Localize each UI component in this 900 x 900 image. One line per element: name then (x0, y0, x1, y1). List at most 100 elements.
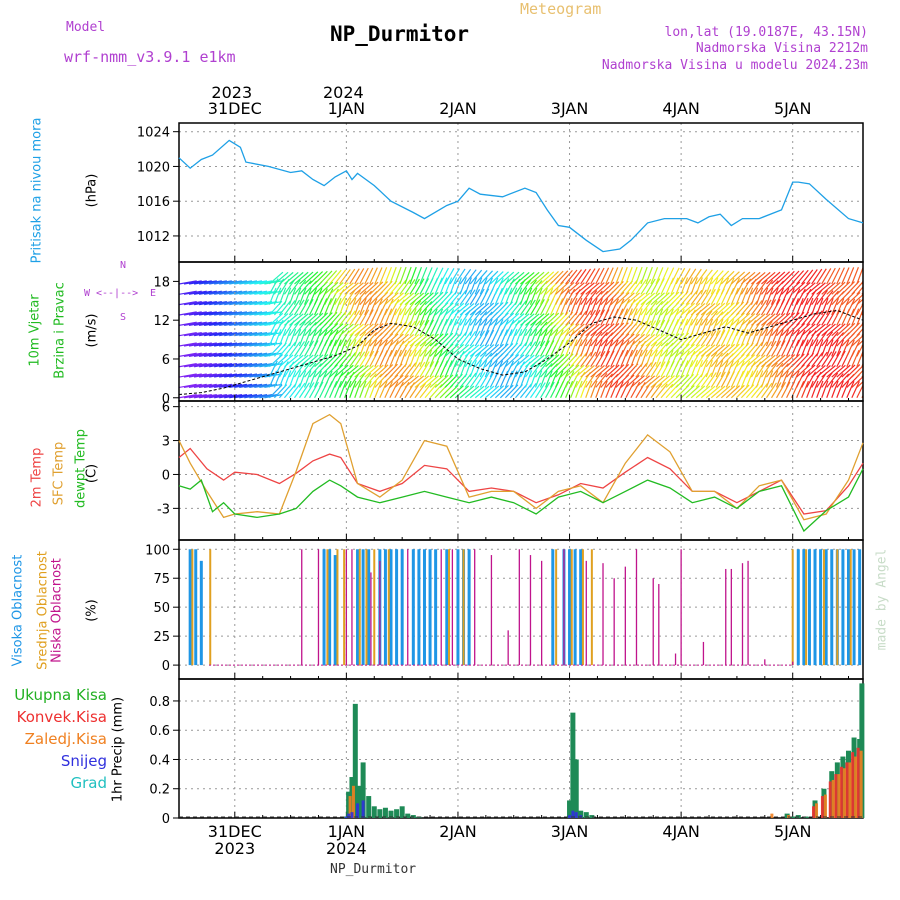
cloud-bar (791, 549, 794, 666)
wind-barb (414, 308, 422, 326)
wind-barb (570, 282, 585, 295)
wind-barb (369, 281, 384, 295)
wind-barb (630, 279, 643, 295)
precip-bar (388, 810, 394, 818)
wind-barb (198, 290, 217, 295)
wind-barb (524, 287, 533, 305)
wind-barb (459, 360, 468, 378)
wind-barb (635, 292, 651, 306)
wind-barb (319, 270, 333, 285)
wind-barb (424, 333, 439, 347)
wind-barb (524, 279, 537, 295)
wind-barb (705, 277, 714, 295)
wind-barb (273, 360, 284, 378)
wind-barb (675, 318, 684, 336)
wind-barb (585, 309, 596, 326)
wind-barb (861, 344, 863, 347)
wind-barb (409, 362, 421, 378)
wind-barb (831, 309, 841, 326)
wind-barb (299, 280, 312, 295)
wind-barb (529, 340, 541, 357)
cloud-bar (345, 549, 348, 666)
ytick-label: 75 (153, 572, 170, 587)
cloud-bar (540, 560, 543, 666)
wind-barb (771, 362, 784, 378)
wind-barb (434, 374, 449, 388)
wind-barb (725, 343, 740, 357)
wind-barb (239, 280, 258, 285)
wind-barb (499, 271, 515, 285)
wind-barb (299, 321, 312, 337)
wind-barb (354, 282, 369, 295)
wind-barb (700, 330, 712, 347)
cloud-bar (358, 549, 361, 666)
precip-bar (834, 774, 838, 818)
wind-barb (209, 373, 227, 378)
wind-barb (645, 375, 661, 388)
wind-barb (700, 269, 713, 285)
wind-barb (755, 370, 764, 388)
cloud-bar (389, 549, 393, 666)
wind-barb (755, 320, 768, 337)
wind-barb (244, 290, 263, 295)
wind-barb (560, 298, 568, 316)
wind-barb (690, 360, 699, 378)
wind-barb (179, 352, 197, 357)
wind-barb (479, 270, 494, 285)
cloud-bar (379, 560, 381, 666)
wind-barb (469, 310, 482, 326)
wind-barb (811, 297, 819, 316)
wind-barb (640, 362, 653, 378)
wind-barb (635, 308, 643, 326)
wind-barb (329, 329, 339, 347)
cloud-bar (326, 549, 329, 666)
wind-barb (630, 381, 641, 399)
wind-barb (575, 268, 587, 285)
cloud-bar (635, 549, 638, 666)
wind-barb (821, 365, 836, 378)
wind-barb (204, 342, 222, 347)
wind-barb (309, 363, 322, 378)
wind-barb (419, 361, 430, 378)
wind-barb (585, 365, 600, 378)
wind-barb (801, 311, 814, 326)
cloud-bar (563, 549, 565, 666)
top-year-label: 2024 (323, 83, 364, 102)
wind-barb (670, 318, 679, 336)
wind-barb (369, 298, 378, 316)
wind-barb (765, 370, 774, 388)
wind-barb (645, 266, 653, 285)
cloud-bar (624, 566, 626, 666)
cloud-bar (846, 549, 850, 666)
cloud-bar (191, 549, 194, 666)
precip-bar (812, 806, 816, 818)
cloud-bar (568, 549, 572, 666)
wind-barb (766, 280, 779, 295)
wind-barb (735, 271, 751, 285)
wind-barb (806, 282, 821, 295)
wind-barb (710, 352, 724, 368)
precip-bar (790, 816, 796, 818)
wind-barb (796, 370, 806, 388)
wind-barb (469, 302, 485, 316)
wind-barb (580, 323, 595, 337)
wind-barb (821, 323, 836, 337)
wind-barb (650, 349, 658, 367)
wind-barb (394, 308, 402, 326)
wind-barb (811, 364, 826, 378)
wind-barb (239, 321, 258, 326)
wind-barb (209, 352, 227, 357)
wind-barb (515, 313, 530, 326)
wind-barb (705, 310, 718, 326)
wind-barb (183, 373, 202, 378)
wind-barb (229, 383, 248, 389)
wind-barb (188, 331, 207, 337)
wind-barb (514, 287, 523, 305)
wind-barb (760, 362, 773, 378)
wind-barb (394, 375, 409, 388)
wind-barb (354, 351, 366, 368)
wind-barb (464, 372, 477, 388)
wind-barb (750, 279, 763, 295)
wind-barb (851, 267, 859, 285)
wind-barb (404, 362, 417, 378)
